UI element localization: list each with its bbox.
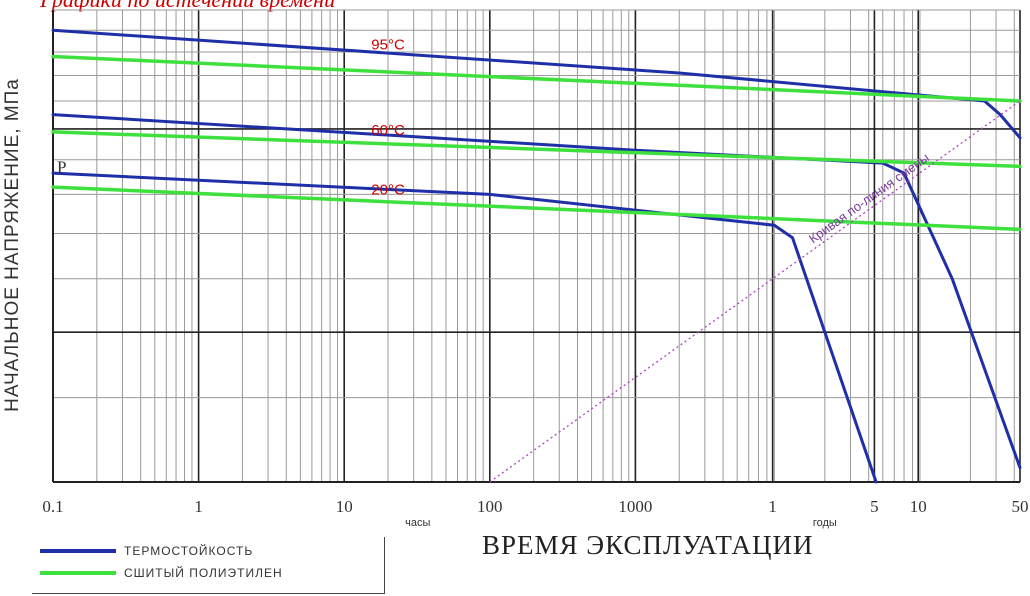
legend-swatch-1 xyxy=(40,571,116,575)
series-line-3 xyxy=(51,130,1022,169)
x-axis-label: ВРЕМЯ ЭКСПЛУАТАЦИИ xyxy=(482,530,814,560)
chart-top-label: Графики по истечении времени xyxy=(40,0,335,13)
annotations-group: 95°С60°С20°СР Кривая по-линия смены xyxy=(57,37,1021,483)
annotation-label-3: Р xyxy=(57,157,66,176)
legend-label-0: ТЕРМОСТОЙКОСТЬ xyxy=(124,544,254,558)
annotation-label-2: 20°С xyxy=(371,181,405,198)
x-tick-label-8: 50 xyxy=(1012,497,1029,516)
x-tick-label-1: 1 xyxy=(194,497,203,516)
series-line-2 xyxy=(51,113,1022,470)
series-line-5 xyxy=(51,185,1022,232)
x-tick-label-2: 10 xyxy=(336,497,353,516)
x-tick-label-0: 0.1 xyxy=(42,497,63,516)
y-axis-label: НАЧАЛЬНОЕ НАПРЯЖЕНИЕ, МПа xyxy=(2,78,23,412)
x-unit-label-0: часы xyxy=(405,517,430,529)
legend: ТЕРМОСТОЙКОСТЬ СШИТЫЙ ПОЛИЭТИЛЕН xyxy=(32,537,385,594)
series-group xyxy=(51,28,1022,484)
x-tick-label-3: 100 xyxy=(477,497,503,516)
x-tick-label-7: 10 xyxy=(910,497,927,516)
x-tick-label-4: 1000 xyxy=(618,497,652,516)
grid xyxy=(52,9,1021,483)
legend-item-1: СШИТЫЙ ПОЛИЭТИЛЕН xyxy=(40,563,283,583)
dotted-guide-line xyxy=(489,100,1021,483)
annotation-label-1: 60°С xyxy=(371,122,405,139)
x-tick-label-6: 5 xyxy=(870,497,879,516)
annotation-label-0: 95°С xyxy=(371,37,405,54)
series-line-1 xyxy=(51,54,1022,103)
legend-item-0: ТЕРМОСТОЙКОСТЬ xyxy=(40,541,253,561)
series-line-4 xyxy=(51,171,878,484)
x-tick-label-5: 1 xyxy=(768,497,777,516)
x-ticks: 0.1 1 10 100 1000 1 5 10 50 часы годы xyxy=(42,497,1028,529)
legend-label-1: СШИТЫЙ ПОЛИЭТИЛЕН xyxy=(124,566,283,580)
x-unit-label-1: годы xyxy=(813,517,837,529)
legend-swatch-0 xyxy=(40,549,116,553)
